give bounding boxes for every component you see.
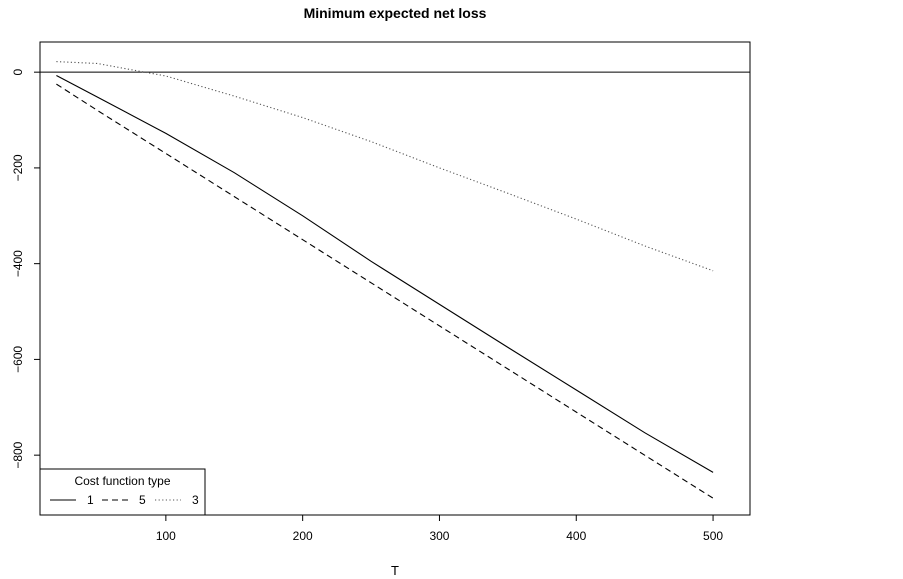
x-tick-label: 200 <box>293 529 313 543</box>
legend-entry-label: 3 <box>192 493 199 507</box>
y-tick-label: −200 <box>11 154 25 181</box>
legend-title: Cost function type <box>74 474 170 488</box>
plot-frame <box>39 41 751 516</box>
y-tick-label: −800 <box>11 441 25 468</box>
chart-title: Minimum expected net loss <box>304 5 487 21</box>
plot-layer: 100 200 300 400 500 0 −200 −400 −600 −800 Cost fun… <box>11 41 751 543</box>
x-tick-label: 100 <box>156 529 176 543</box>
y-tick-label: 0 <box>11 69 25 76</box>
x-tick-label: 500 <box>703 529 723 543</box>
legend-entry-label: 1 <box>87 493 94 507</box>
legend-box <box>39 468 206 516</box>
x-tick-label: 300 <box>429 529 449 543</box>
x-tick-label: 400 <box>566 529 586 543</box>
series-line-3 <box>56 61 714 272</box>
series-line-1 <box>56 75 714 473</box>
legend-entry-label: 5 <box>139 493 146 507</box>
series-line-5 <box>56 83 714 499</box>
x-axis-label: T <box>391 563 399 578</box>
y-tick-label: −400 <box>11 250 25 277</box>
y-tick-label: −600 <box>11 346 25 373</box>
